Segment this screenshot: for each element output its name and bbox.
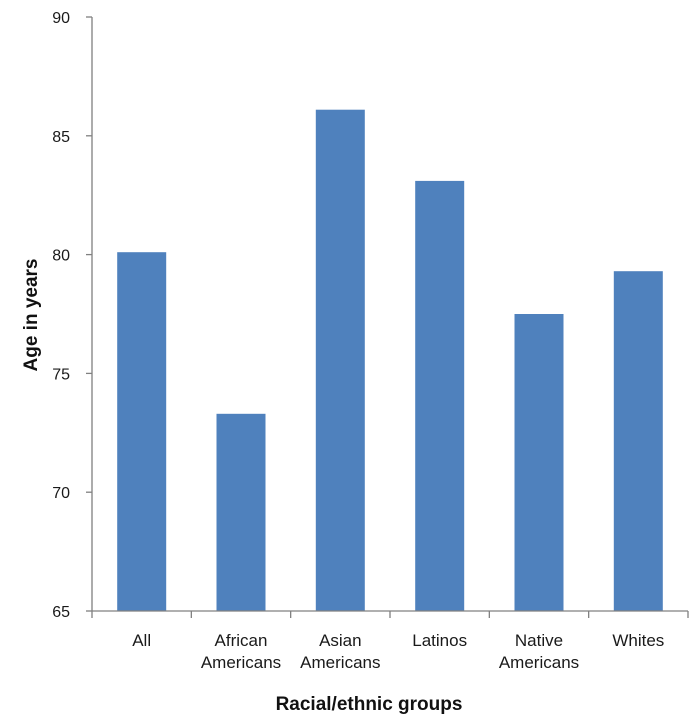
y-ticks-group: 65 70 75 80 85 90 [52,10,92,621]
y-tick-label-1: 70 [52,485,70,502]
y-tick-label-2: 75 [52,366,70,383]
category-labels-group: All African Americans Asian Americans Latinos… [132,631,664,672]
bars-group [117,109,663,611]
x-ticks-group [91,611,689,618]
bar-3 [415,180,465,611]
y-tick-label-5: 90 [52,10,70,27]
category-label-0: All [132,631,151,650]
y-tick-label-3: 80 [52,248,70,265]
bar-2 [315,109,365,611]
x-axis-title: Racial/ethnic groups [276,694,463,715]
category-label-5: Whites [612,631,664,650]
bar-1 [216,413,266,611]
category-label-2: Asian Americans [300,631,380,672]
category-label-1: African Americans [201,631,281,672]
category-label-4: Native Americans [499,631,579,672]
category-label-3: Latinos [412,631,467,650]
y-tick-label-4: 85 [52,129,70,146]
bar-0 [117,252,167,611]
y-tick-label-0: 65 [52,604,70,621]
y-axis-title: Age in years [21,259,42,372]
bar-5 [613,271,663,611]
bar-4 [514,314,564,611]
